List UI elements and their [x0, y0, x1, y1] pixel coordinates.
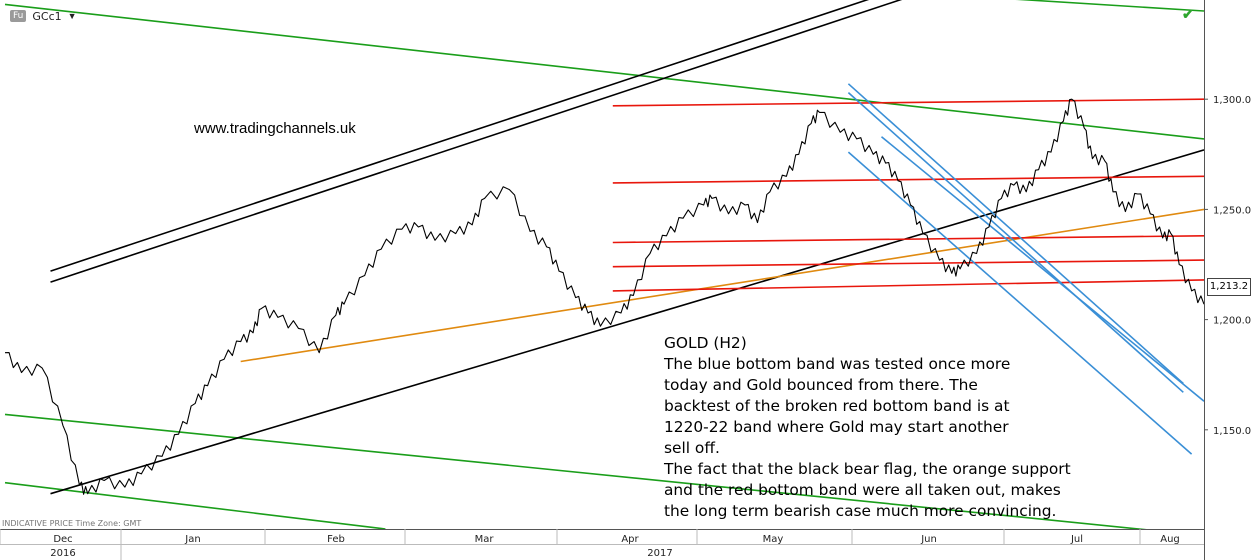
trendline-orange-support	[240, 208, 1204, 363]
note-line: the long term bearish case much more con…	[664, 502, 1057, 520]
price-series	[4, 98, 1204, 495]
trendline-black-support	[50, 149, 1204, 495]
y-tick-label: 1,200.0	[1213, 316, 1251, 327]
y-tick-label: 1,250.0	[1213, 205, 1251, 216]
note-line: sell off.	[664, 439, 720, 457]
trendline-blue-1	[847, 83, 1184, 385]
month-label: Jul	[1070, 534, 1083, 545]
year-label: 2017	[647, 548, 672, 559]
trendline-red-2	[612, 175, 1204, 184]
trendline-green-upper	[4, 3, 1204, 140]
year-label: 2016	[50, 548, 75, 559]
trendline-red-4	[612, 259, 1204, 268]
watermark-url: www.tradingchannels.uk	[194, 120, 356, 137]
y-tick-label: 1,300.0	[1213, 95, 1251, 106]
trendline-green-lower-2	[4, 481, 386, 529]
analysis-note: GOLD (H2) The blue bottom band was tested…	[664, 333, 1134, 522]
note-line: The fact that the black bear flag, the o…	[664, 460, 1071, 478]
trendline-green-lower-1	[4, 413, 1147, 529]
month-label: May	[763, 534, 784, 545]
instrument-header[interactable]: Fu GCc1 ▼	[10, 8, 77, 24]
last-price-tag: 1,213.2	[1207, 278, 1251, 296]
trendline-black-channel-upper	[50, 0, 870, 272]
note-line: 1220-22 band where Gold may start anothe…	[664, 418, 1009, 436]
trendline-black-channel-lower	[50, 0, 903, 283]
trendline-red-1	[612, 98, 1204, 107]
note-line: backtest of the broken red bottom band i…	[664, 397, 1010, 415]
note-line: and the red bottom band were all taken o…	[664, 481, 1061, 499]
trendline-blue-3	[880, 136, 1204, 402]
month-label: Dec	[53, 534, 72, 545]
chevron-down-icon[interactable]: ▼	[67, 11, 77, 21]
trendline-blue-4	[847, 151, 1193, 455]
y-tick-label: 1,150.0	[1213, 426, 1251, 437]
footer-info: INDICATIVE PRICE Time Zone: GMT	[2, 519, 142, 528]
month-label: Mar	[475, 534, 495, 545]
month-label: Jan	[184, 534, 200, 545]
check-icon: ✔	[1182, 6, 1194, 22]
month-label: Jun	[920, 534, 937, 545]
month-label: Aug	[1160, 534, 1180, 545]
note-line: GOLD (H2)	[664, 334, 747, 352]
symbol-label: GCc1	[32, 9, 62, 23]
month-label: Feb	[327, 534, 345, 545]
note-line: today and Gold bounced from there. The	[664, 376, 978, 394]
futures-badge: Fu	[10, 10, 27, 22]
month-label: Apr	[621, 534, 639, 545]
trendline-green-top-right	[1015, 0, 1204, 12]
trendline-red-3	[612, 235, 1204, 244]
note-line: The blue bottom band was tested once mor…	[664, 355, 1011, 373]
trendline-blue-2	[847, 92, 1184, 393]
trendline-red-5	[612, 279, 1204, 292]
